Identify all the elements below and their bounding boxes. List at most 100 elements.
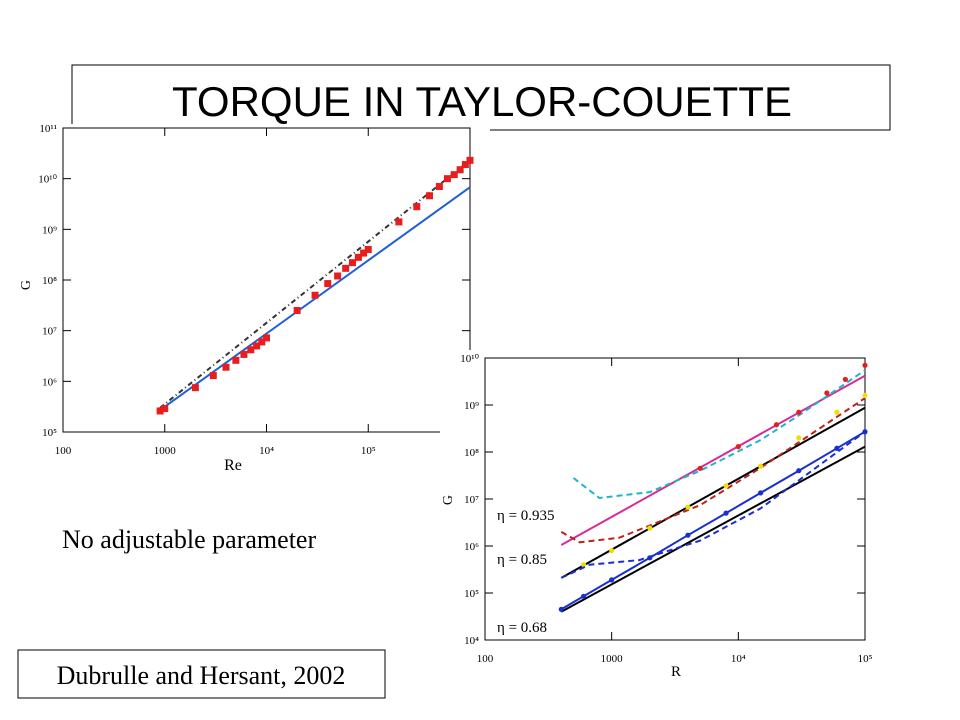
data-point (758, 490, 764, 496)
y-tick-label: 10⁶ (42, 376, 57, 388)
data-point (796, 409, 802, 415)
data-point (773, 422, 780, 428)
annotation: η = 0.68 (497, 620, 547, 636)
data-point (461, 161, 469, 169)
series-line (560, 430, 866, 611)
y-tick-label: 10⁸ (464, 447, 479, 459)
x-tick-label: 1000 (601, 653, 624, 665)
data-point (758, 463, 764, 469)
data-point (258, 338, 266, 346)
data-point (647, 525, 653, 531)
data-point (735, 444, 741, 450)
data-point (324, 280, 332, 288)
data-point (348, 259, 356, 267)
y-tick-label: 10⁶ (464, 541, 479, 553)
data-point (253, 342, 261, 350)
data-point (834, 409, 840, 415)
y-tick-label: 10¹¹ (39, 123, 57, 135)
chart-panel (38, 124, 490, 480)
x-axis-label: Re (224, 457, 242, 474)
series-line (560, 397, 866, 544)
data-point (247, 346, 255, 354)
y-axis-label: G (441, 495, 456, 505)
data-point (413, 203, 421, 211)
data-point (723, 510, 729, 516)
citation: Dubrulle and Hersant, 2002 (57, 661, 346, 690)
slide-title: TORQUE IN TAYLOR-COUETTE (172, 78, 792, 125)
data-point (862, 392, 868, 399)
data-point (395, 218, 403, 226)
data-point (609, 547, 615, 554)
data-point (723, 483, 729, 489)
data-point (580, 562, 587, 568)
data-point (796, 468, 802, 474)
data-point (842, 376, 848, 383)
x-tick-label: 100 (55, 445, 72, 457)
data-point (360, 249, 368, 257)
annotation: η = 0.935 (497, 508, 555, 524)
citation-box (17, 649, 386, 699)
y-tick-label: 10⁴ (464, 635, 479, 647)
note: No adjustable parameter (62, 525, 316, 554)
data-point (834, 445, 840, 451)
data-point (435, 183, 443, 191)
x-tick-label: 10⁴ (259, 445, 274, 457)
data-point (685, 532, 691, 538)
data-point (580, 593, 587, 599)
data-point (609, 577, 615, 583)
data-point (161, 405, 169, 413)
y-tick-label: 10⁹ (464, 400, 479, 412)
y-tick-label: 10¹⁰ (38, 174, 57, 186)
y-tick-label: 10⁸ (42, 275, 57, 287)
data-point (209, 372, 217, 380)
data-point (862, 429, 868, 435)
y-tick-label: 10⁹ (42, 224, 57, 236)
x-axis-label: R (671, 664, 681, 680)
data-point (862, 362, 868, 368)
y-axis-label: G (19, 280, 34, 290)
data-point (450, 171, 458, 179)
y-tick-label: 10⁷ (464, 494, 479, 506)
data-point (647, 555, 653, 561)
data-point (156, 407, 164, 415)
data-point (685, 504, 691, 510)
data-point (456, 166, 464, 174)
data-point (443, 175, 451, 183)
data-point (466, 156, 474, 164)
x-tick-label: 1000 (154, 445, 177, 457)
x-tick-label: 10⁵ (361, 445, 376, 457)
y-tick-label: 10⁵ (42, 427, 57, 439)
data-point (558, 606, 564, 612)
y-tick-label: 10⁵ (464, 588, 479, 600)
chart-right: G R 100 1000 10⁴ 10⁵ 10⁴ 10⁵ 10⁶ 10⁷ 10⁸ 10⁹ 10¹⁰ η… (440, 350, 892, 695)
data-point (232, 356, 240, 364)
data-point (824, 390, 830, 396)
series-line (560, 445, 866, 613)
data-point (364, 245, 372, 253)
x-tick-label: 10⁵ (858, 653, 873, 665)
chart-left: G Re 100 1000 10⁴ 10⁵ 10⁵ 10⁶ 10⁷ 10⁸ 10⁹ 10¹⁰ 10¹… (19, 123, 490, 480)
x-tick-label: 100 (477, 653, 494, 665)
data-point (796, 435, 802, 441)
data-point (354, 253, 362, 261)
data-point (222, 363, 230, 371)
title-box (71, 64, 891, 131)
x-tick-label: 10⁴ (731, 653, 746, 665)
y-tick-label: 10¹⁰ (460, 353, 479, 365)
data-point (311, 291, 319, 299)
data-point (426, 192, 434, 200)
data-point (342, 264, 350, 272)
data-point (240, 350, 248, 358)
annotation: η = 0.85 (497, 552, 547, 568)
data-point (263, 334, 270, 342)
y-tick-label: 10⁷ (42, 326, 57, 338)
data-point (697, 465, 703, 471)
data-point (334, 272, 342, 280)
series-line (560, 430, 866, 579)
data-point (191, 384, 199, 392)
series-line (572, 369, 866, 500)
data-point (293, 307, 301, 315)
chart-panel (440, 350, 892, 695)
